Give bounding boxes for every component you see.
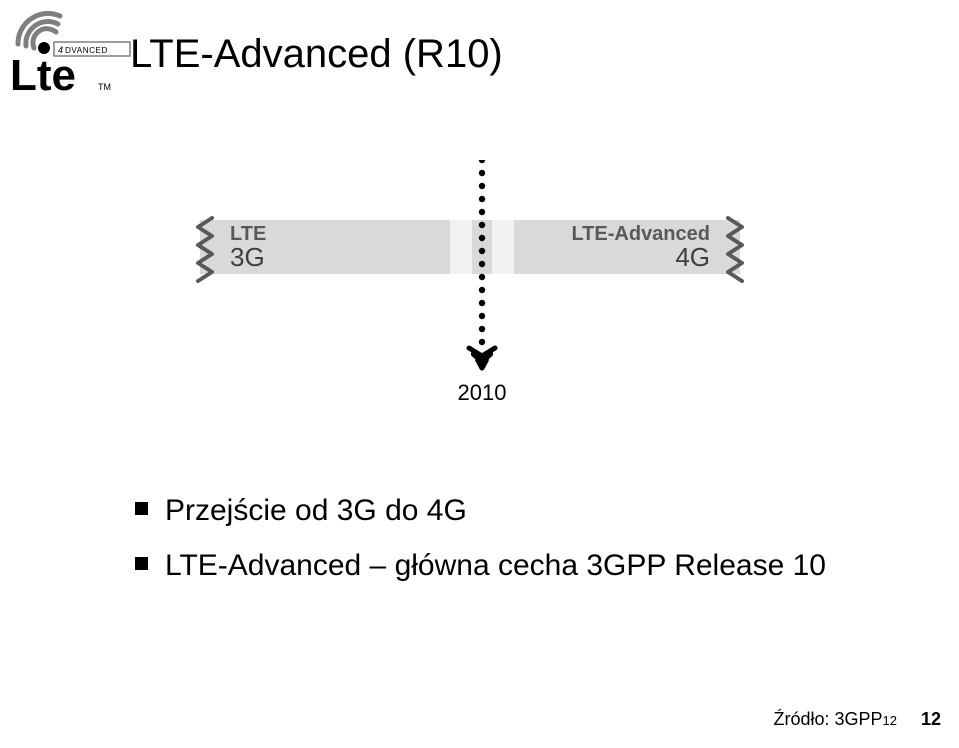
- svg-text:4G: 4G: [675, 242, 710, 272]
- page-number: 12: [921, 709, 941, 730]
- svg-text:3G: 3G: [230, 242, 265, 272]
- source-citation: Źródło: 3GPP12: [773, 709, 897, 730]
- svg-text:TM: TM: [98, 82, 111, 92]
- lte-advanced-logo: 4 DVANCED Lte TM: [10, 8, 140, 98]
- timeline-diagram: LTE3GLTE-Advanced4G2010: [190, 160, 750, 420]
- bullet-item: Przejście od 3G do 4G: [135, 485, 826, 536]
- svg-text:2010: 2010: [458, 380, 507, 405]
- slide-title: LTE-Advanced (R10): [130, 32, 503, 77]
- bullet-list: Przejście od 3G do 4G LTE-Advanced – głó…: [95, 485, 826, 595]
- bullet-item: LTE-Advanced – główna cecha 3GPP Release…: [135, 540, 826, 591]
- svg-text:Lte: Lte: [10, 51, 76, 98]
